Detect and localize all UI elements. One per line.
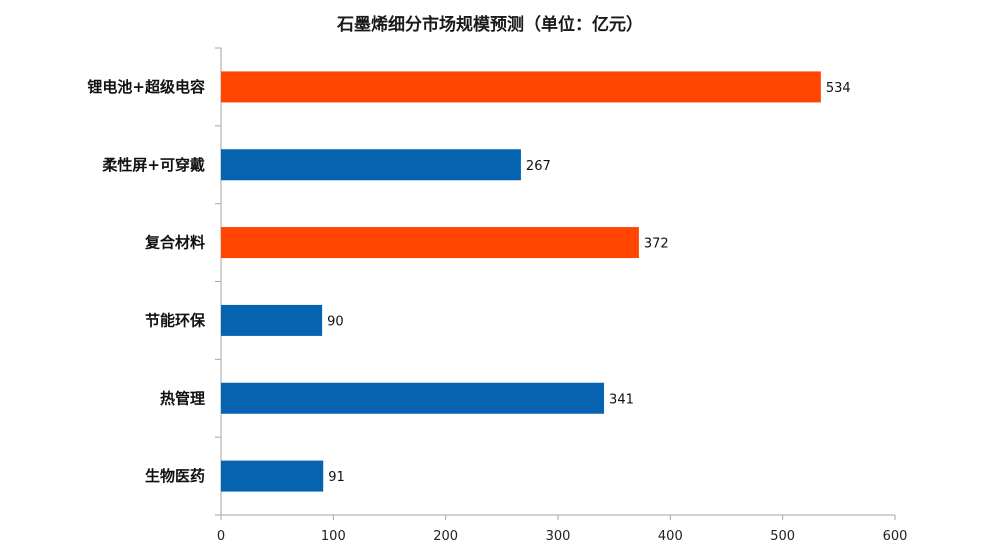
bar [221,149,521,181]
bar [221,227,639,259]
labels-layer: 锂电池+超级电容 534 柔性屏+可穿戴 267 复合材料 372 节能环保 90 热管理 341… [87,78,850,485]
bar [221,382,605,414]
data-label: 372 [644,237,669,252]
x-tick-label: 500 [770,529,795,544]
x-tick-label: 100 [321,529,346,544]
data-label: 90 [327,314,344,329]
bar [221,304,323,336]
data-label: 267 [526,159,551,174]
data-label: 91 [328,470,345,485]
data-label: 341 [609,392,634,407]
x-tick-label: 0 [217,529,225,544]
bars-layer [221,71,821,492]
axis-layer: 0 100 200 300 400 500 600 [215,47,908,544]
category-label: 热管理 [160,389,205,407]
x-tick-label: 300 [546,529,571,544]
x-tick-label: 200 [433,529,458,544]
category-label: 生物医药 [145,467,205,485]
chart-title: 石墨烯细分市场规模预测（单位：亿元） [336,14,643,35]
bar [221,460,324,492]
category-label: 节能环保 [145,311,206,329]
category-label: 复合材料 [144,234,205,252]
category-label: 锂电池+超级电容 [87,78,205,96]
x-tick-label: 600 [883,529,908,544]
category-label: 柔性屏+可穿戴 [102,156,205,174]
bar [221,71,821,103]
data-label: 534 [826,81,851,96]
x-tick-label: 400 [658,529,683,544]
